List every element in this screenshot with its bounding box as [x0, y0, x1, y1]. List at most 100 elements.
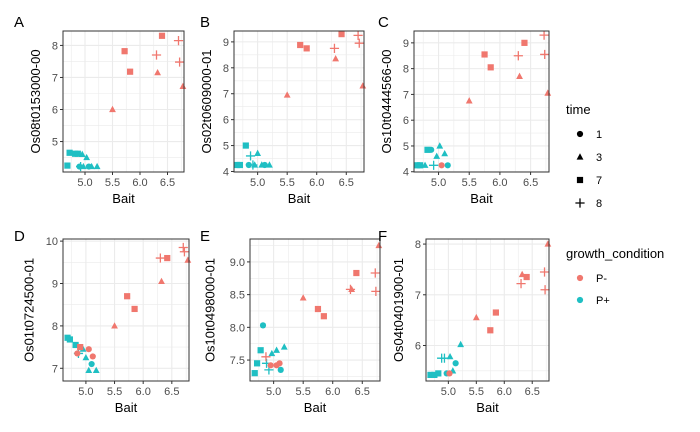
- y-tick-label: 10: [46, 236, 58, 248]
- y-tick-label: 4: [223, 166, 229, 178]
- data-point-time-8: [248, 160, 258, 170]
- x-axis-title: Bait: [112, 191, 135, 206]
- data-point-time-7: [314, 305, 322, 313]
- y-axis-title: Os02t0609000-01: [199, 49, 214, 153]
- data-point-time-1: [74, 350, 81, 357]
- data-point-time-7: [297, 41, 304, 49]
- data-point-time-3: [436, 142, 444, 149]
- data-point-time-7: [427, 371, 434, 379]
- x-tick-label: 5.5: [469, 386, 484, 398]
- data-point-time-3: [179, 82, 187, 90]
- data-point-time-7: [353, 269, 360, 277]
- x-axis-title: Bait: [470, 191, 493, 206]
- data-point-time-8: [151, 50, 162, 60]
- x-tick-label: 5.5: [462, 177, 477, 189]
- panel-f: 5.0 5.5 6.0 6.5 6 7 8 Bait Os04t0401900-01 F: [378, 228, 552, 415]
- data-points: [64, 242, 192, 374]
- data-point-time-3: [92, 366, 100, 374]
- data-points: [427, 240, 552, 379]
- data-point-time-8: [175, 57, 185, 67]
- y-tick-label: 8.5: [230, 290, 245, 302]
- panel-tag: F: [378, 228, 387, 245]
- legend-time-label: 8: [596, 198, 602, 210]
- data-point-time-3: [78, 150, 86, 157]
- panel-tag: A: [14, 14, 24, 31]
- data-point-time-3: [154, 68, 161, 76]
- data-point-time-7: [487, 327, 494, 334]
- data-point-time-3: [83, 153, 91, 161]
- legend-time-title: time: [566, 102, 591, 117]
- x-tick-label: 5.5: [296, 386, 311, 398]
- x-tick-label: 6.0: [136, 386, 151, 398]
- y-tick-label: 4: [403, 167, 409, 179]
- data-point-time-3: [348, 285, 356, 292]
- data-point-time-3: [472, 313, 480, 321]
- x-tick-label: 6.5: [523, 177, 538, 189]
- panel-border: [62, 238, 190, 382]
- data-point-time-3: [158, 277, 165, 284]
- legend-time-label: 1: [596, 129, 602, 141]
- data-point-time-3: [273, 346, 280, 353]
- x-axis-title: Bait: [476, 400, 499, 415]
- data-point-time-1: [85, 346, 92, 353]
- panel-b: 5.0 5.5 6.0 6.5 4 5 6 7 8 9 Bait Os02t0609000-01 B: [199, 14, 367, 206]
- panel-tag: D: [14, 228, 25, 245]
- data-point-time-3: [465, 97, 473, 104]
- data-points: [251, 241, 383, 377]
- data-point-time-8: [173, 36, 184, 46]
- data-point-time-3: [266, 161, 273, 168]
- y-tick-label: 7: [403, 89, 409, 101]
- data-point-time-3: [109, 105, 116, 113]
- legend-growth-item-1: P+: [576, 295, 610, 307]
- y-tick-label: 6: [415, 341, 421, 353]
- data-point-time-8: [516, 279, 526, 289]
- x-axis-title: Bait: [115, 400, 138, 415]
- data-point-time-7: [74, 150, 81, 157]
- data-point-time-3: [299, 294, 307, 301]
- x-tick-label: 6.5: [339, 177, 354, 189]
- data-point-time-3: [82, 353, 90, 361]
- data-point-time-8: [513, 51, 523, 61]
- data-point-time-8: [76, 161, 86, 172]
- data-point-time-3: [85, 366, 93, 374]
- x-tick-label: 6.0: [492, 177, 507, 189]
- data-point-time-3: [446, 352, 454, 360]
- y-tick-label: 8: [52, 40, 58, 52]
- y-tick-label: 9.0: [230, 257, 245, 269]
- panel-background: [63, 31, 184, 172]
- data-point-time-7: [131, 305, 138, 313]
- data-point-time-7: [492, 309, 499, 316]
- data-point-time-1: [267, 362, 274, 369]
- y-tick-label: 8: [52, 321, 58, 333]
- y-tick-label: 7: [223, 89, 229, 101]
- x-axis-title: Bait: [288, 191, 311, 206]
- data-point-time-8: [539, 267, 550, 277]
- data-point-time-1: [438, 162, 445, 169]
- x-tick-label: 5.5: [280, 177, 295, 189]
- panel-border: [233, 30, 365, 173]
- data-point-time-7: [164, 254, 171, 262]
- legend-time: time 1 3 7 8: [566, 102, 602, 210]
- panel-border: [249, 238, 381, 382]
- data-point-time-3: [254, 149, 262, 156]
- y-tick-label: 7: [415, 290, 421, 302]
- legend-growth-title: growth_condition: [566, 246, 664, 261]
- x-tick-label: 6.5: [355, 386, 370, 398]
- data-point-time-3: [441, 149, 449, 157]
- y-tick-label: 9: [52, 279, 58, 291]
- data-point-time-8: [429, 160, 439, 170]
- legend-growth-label: P-: [596, 273, 607, 285]
- data-point-time-7: [121, 48, 128, 55]
- data-point-time-1: [444, 162, 451, 169]
- legend-growth-items: P- P+: [576, 273, 610, 307]
- data-point-time-7: [417, 162, 424, 169]
- legend-time-item-3: 3: [576, 152, 602, 164]
- legend-time-item-1: 1: [576, 129, 602, 141]
- x-tick-label: 5.0: [78, 386, 93, 398]
- data-point-time-3: [332, 55, 340, 62]
- y-axis-title: Os10t0498000-01: [202, 258, 217, 362]
- data-point-time-1: [276, 360, 283, 367]
- data-point-time-1: [89, 353, 96, 360]
- legend-time-square-icon: [576, 176, 584, 184]
